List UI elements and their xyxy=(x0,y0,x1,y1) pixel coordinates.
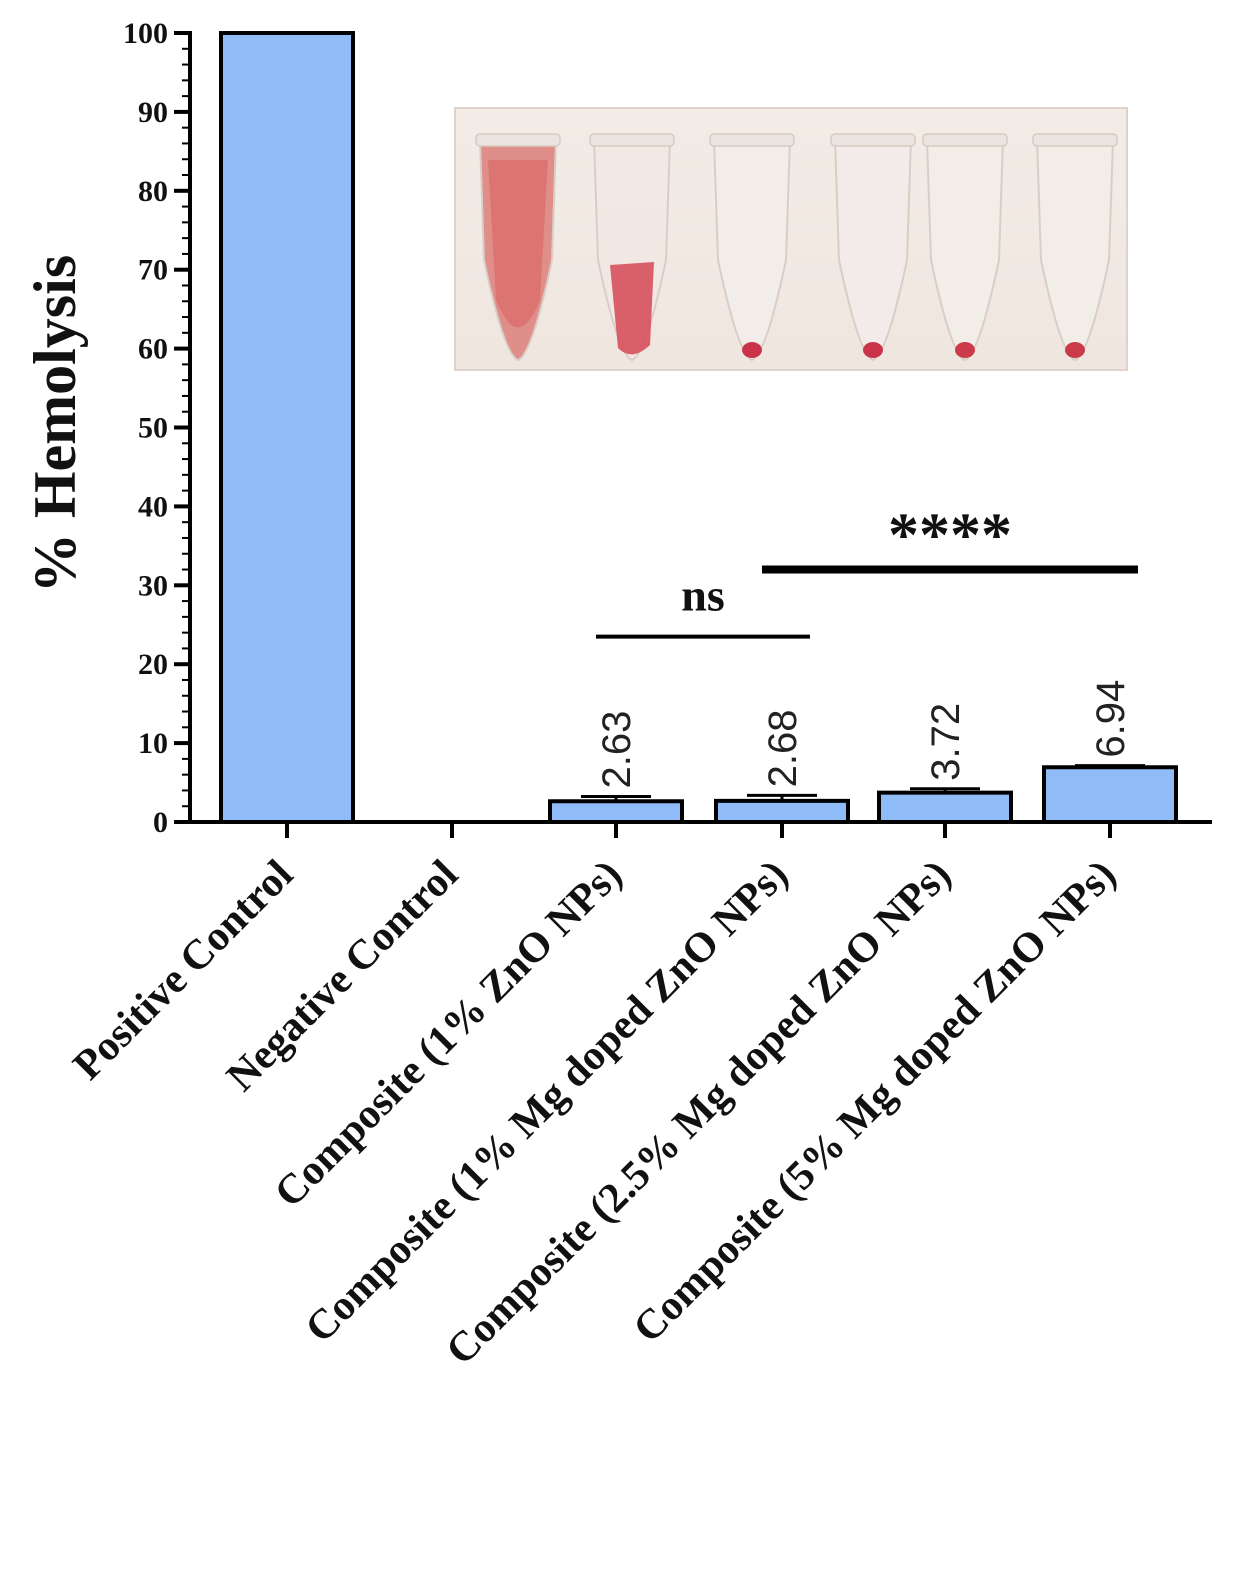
data-label: 2.63 xyxy=(595,711,639,789)
significance-label: **** xyxy=(888,502,1012,570)
significance-layer: ns **** xyxy=(596,502,1138,639)
tube xyxy=(1035,139,1115,362)
y-tick-label: 10 xyxy=(138,727,168,760)
y-tick-label: 40 xyxy=(138,490,168,523)
y-tick-label: 80 xyxy=(138,175,168,208)
bar xyxy=(877,790,1013,824)
bars-layer xyxy=(219,31,1178,825)
y-tick-label: 70 xyxy=(138,254,168,287)
tube xyxy=(712,139,792,362)
inset-background xyxy=(455,108,1127,370)
y-tick-label: 20 xyxy=(138,648,168,681)
tube-rim xyxy=(709,133,795,147)
y-tick-label: 90 xyxy=(138,96,168,129)
tube-pellet xyxy=(610,262,654,355)
y-tick-label: 50 xyxy=(138,412,168,445)
axes: 0 10 20 30 40 50 60 70 80 90 100 xyxy=(123,17,1212,839)
tube-pellet xyxy=(742,342,762,358)
tube-rim xyxy=(922,133,1008,147)
y-tick-label: 100 xyxy=(123,17,168,50)
tube-rim xyxy=(475,133,561,147)
bar xyxy=(219,31,355,824)
significance-label: ns xyxy=(681,570,724,621)
x-tick-label: Composite (1% ZnO NPs) xyxy=(266,852,631,1217)
tube-photo-inset xyxy=(454,107,1128,371)
data-label: 3.72 xyxy=(924,703,968,781)
tube xyxy=(833,139,913,362)
y-axis-title: % Hemolysis xyxy=(22,255,88,593)
tube-rim xyxy=(1032,133,1118,147)
tube-pellet xyxy=(863,342,883,358)
tube-pellet xyxy=(488,160,548,328)
tube xyxy=(925,139,1005,362)
tube-rim xyxy=(830,133,916,147)
inset-border xyxy=(454,107,1128,371)
bar xyxy=(548,799,684,825)
bar xyxy=(1042,765,1178,825)
bar xyxy=(714,798,850,824)
tube-pellet xyxy=(1065,342,1085,358)
data-label: 2.68 xyxy=(761,709,805,787)
tube-pellet xyxy=(955,342,975,358)
y-tick-label: 60 xyxy=(138,333,168,366)
y-tick-label: 0 xyxy=(153,806,168,839)
data-label: 6.94 xyxy=(1089,680,1133,758)
tube-rim xyxy=(589,133,675,147)
y-tick-label: 30 xyxy=(138,569,168,602)
